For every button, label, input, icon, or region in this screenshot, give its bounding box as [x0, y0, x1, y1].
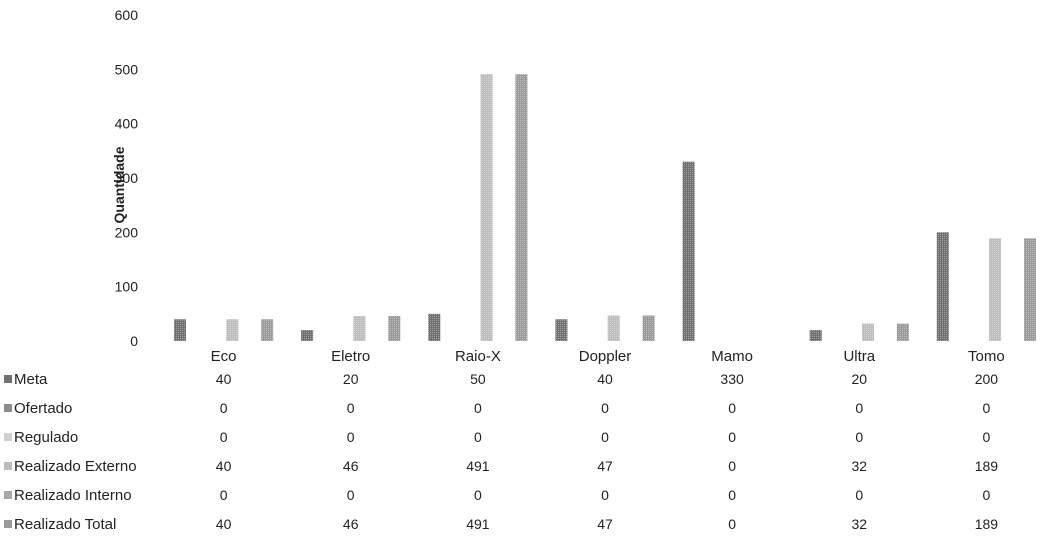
table-cell: 0	[983, 487, 991, 503]
y-tick-label: 500	[115, 61, 139, 77]
y-tick-label: 100	[115, 279, 139, 295]
bar-texture	[607, 315, 620, 341]
legend-key	[4, 375, 12, 383]
series-name: Ofertado	[14, 400, 72, 417]
legend-key	[4, 462, 12, 470]
bar-texture	[226, 319, 239, 341]
category-label: Ultra	[843, 348, 875, 365]
bar-texture	[682, 161, 695, 341]
y-tick-label: 0	[130, 333, 138, 349]
table-cell: 0	[601, 400, 609, 416]
table-cell: 50	[470, 371, 486, 387]
table-cell: 32	[852, 458, 868, 474]
bar-texture	[174, 319, 186, 341]
table-cell: 47	[597, 516, 613, 532]
table-cell: 189	[975, 516, 999, 532]
bar-texture	[555, 319, 568, 341]
bar-texture	[989, 238, 1002, 341]
y-axis-ticks: 0 100 200 300 400 500 600	[115, 7, 139, 349]
category-label: Eletro	[331, 348, 370, 365]
table-cell: 0	[347, 487, 355, 503]
table-cell: 200	[975, 371, 999, 387]
table-cell: 0	[855, 429, 863, 445]
category-label: Eco	[211, 348, 237, 365]
table-cell: 189	[975, 458, 999, 474]
bar-texture	[642, 315, 655, 341]
table-cell: 20	[852, 371, 868, 387]
bar-texture	[261, 319, 274, 341]
table-cell: 46	[343, 516, 359, 532]
y-axis-label: Quantidade	[111, 146, 127, 223]
y-tick-label: 400	[115, 116, 139, 132]
table-cell: 0	[474, 400, 482, 416]
bar-texture	[353, 316, 366, 341]
legend-key	[4, 520, 12, 528]
bar-texture	[480, 74, 493, 341]
category-label: Raio-X	[455, 348, 501, 365]
series-name: Realizado Interno	[14, 487, 132, 504]
table-cell: 0	[474, 487, 482, 503]
table-cell: 0	[474, 429, 482, 445]
table-cell: 20	[343, 371, 359, 387]
table-cell: 0	[347, 400, 355, 416]
table-cell: 32	[852, 516, 868, 532]
series-name: Regulado	[14, 429, 78, 446]
table-cell: 0	[983, 400, 991, 416]
legend-key	[4, 404, 12, 412]
series-name: Meta	[14, 371, 48, 388]
table-cell: 40	[216, 516, 232, 532]
bar-texture	[862, 323, 874, 341]
table-cell: 0	[220, 487, 228, 503]
bar-texture	[428, 313, 441, 341]
bar-texture	[301, 330, 314, 341]
series-name: Realizado Externo	[14, 458, 137, 475]
y-tick-label: 600	[115, 7, 139, 23]
table-cell: 0	[728, 458, 736, 474]
table-cell: 491	[466, 516, 490, 532]
bar-texture	[809, 330, 822, 341]
table-cell: 0	[728, 429, 736, 445]
table-cell: 0	[728, 487, 736, 503]
category-label: Tomo	[968, 348, 1005, 365]
table-cell: 0	[855, 487, 863, 503]
bar-texture	[1024, 238, 1036, 341]
bar-texture	[388, 316, 401, 341]
table-cell: 0	[601, 429, 609, 445]
table-cell: 46	[343, 458, 359, 474]
bar-texture	[936, 232, 949, 341]
table-cell: 330	[720, 371, 744, 387]
table-cell: 0	[220, 400, 228, 416]
table-cell: 0	[220, 429, 228, 445]
series-name: Realizado Total	[14, 516, 116, 533]
legend-key	[4, 433, 12, 441]
category-labels: Eco Eletro Raio-X Doppler Mamo Ultra Tomo	[211, 348, 1005, 365]
table-cell: 0	[728, 400, 736, 416]
table-cell: 40	[216, 458, 232, 474]
bar-texture	[515, 74, 528, 341]
table-cell: 0	[728, 516, 736, 532]
y-tick-label: 200	[115, 224, 139, 240]
table-cell: 40	[597, 371, 613, 387]
table-cell: 0	[601, 487, 609, 503]
bar-texture	[896, 323, 909, 341]
legend-key	[4, 491, 12, 499]
bars	[174, 74, 1036, 341]
table-cell: 0	[983, 429, 991, 445]
category-label: Doppler	[579, 348, 632, 365]
category-label: Mamo	[711, 348, 753, 365]
data-table: Meta 40 20 50 40 330 20 200 Ofertado 0 0 0 0 0 0 0 Regul…	[4, 371, 998, 533]
y-tick-label: 300	[115, 170, 139, 186]
table-cell: 491	[466, 458, 490, 474]
table-cell: 47	[597, 458, 613, 474]
table-cell: 0	[855, 400, 863, 416]
table-cell: 40	[216, 371, 232, 387]
table-cell: 0	[347, 429, 355, 445]
